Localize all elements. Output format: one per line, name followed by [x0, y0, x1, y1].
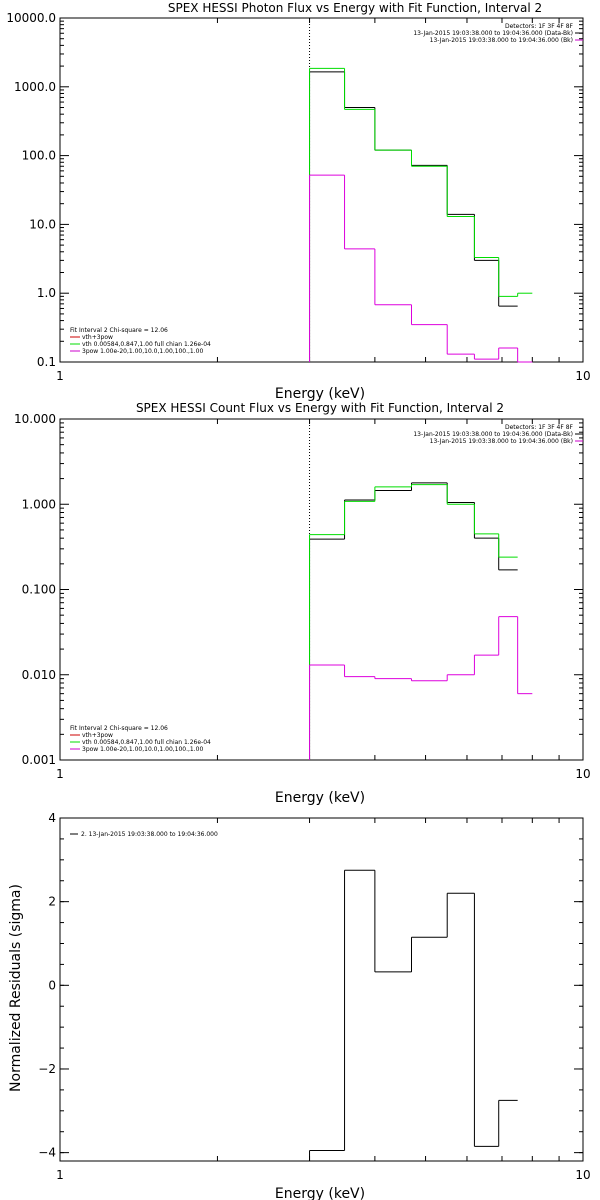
y-tick-label: −2	[38, 1062, 56, 1076]
y-tick-label: 1.000	[22, 497, 56, 511]
legend-label: 3pow 1.00e-20,1.00,10.0,1.00,100.,1.00	[82, 746, 203, 753]
panel-title: SPEX HESSI Count Flux vs Energy with Fit…	[136, 401, 504, 415]
count-flux-panel: SPEX HESSI Count Flux vs Energy with Fit…	[14, 401, 591, 806]
series-group	[309, 18, 533, 363]
y-tick-label: 10.000	[14, 412, 56, 426]
x-axis-label: Energy (keV)	[275, 386, 365, 402]
legend-label: 13-Jan-2015 19:03:38.000 to 19:04:36.000…	[413, 30, 573, 37]
series-0	[309, 869, 518, 1161]
y-axis-label: Normalized Residuals (sigma)	[8, 884, 24, 1092]
x-ticks: 1 10	[56, 419, 591, 781]
y-ticks: 10.000 1.000 0.100 0.010 0.001	[14, 412, 583, 767]
series-group	[309, 419, 533, 760]
legend-label: 3pow 1.00e-20,1.00,10.0,1.00,100.,1.00	[82, 348, 203, 355]
plot-frame	[59, 418, 584, 761]
legend-label: 13-Jan-2015 19:03:38.000 to 19:04:36.000…	[430, 37, 573, 44]
legend-label: 2. 13-Jan-2015 19:03:38.000 to 19:04:36.…	[81, 831, 218, 838]
x-axis-label: Energy (keV)	[275, 790, 365, 806]
y-tick-label: 0.100	[22, 583, 56, 597]
y-ticks: 10000.0 1000.0 100.0 10.0 1.0 0.1	[6, 11, 583, 369]
x-tick-label: 1	[56, 1168, 64, 1182]
residuals-panel: 4 2 0 −2 −4 1 10 2. 13-Jan-2015 19:03:38.000 …	[8, 811, 591, 1200]
x-tick-label: 10	[575, 369, 590, 383]
x-ticks: 1 10	[56, 818, 591, 1182]
legend-label: Detectors: 1F 3F 4F 8F	[505, 23, 574, 30]
y-tick-label: 2	[48, 895, 56, 909]
legend: 2. 13-Jan-2015 19:03:38.000 to 19:04:36.…	[70, 831, 218, 838]
x-tick-label: 10	[575, 767, 590, 781]
series-2	[309, 616, 533, 760]
legend-label: Detectors: 1F 3F 4F 8F	[505, 424, 574, 431]
x-tick-label: 1	[56, 767, 64, 781]
plot-frame	[59, 817, 584, 1162]
legend-label: 13-Jan-2015 19:03:38.000 to 19:04:36.000…	[413, 431, 573, 438]
series-0	[309, 71, 518, 362]
x-tick-label: 1	[56, 369, 64, 383]
plot-frame	[59, 17, 584, 363]
panel-title: SPEX HESSI Photon Flux vs Energy with Fi…	[168, 1, 542, 15]
legend-label: vth+3pow	[82, 732, 113, 739]
legend-label: Fit Interval 2 Chi-square = 12.06	[70, 725, 168, 732]
y-tick-label: 0.001	[22, 753, 56, 767]
y-tick-label: 0.1	[37, 355, 56, 369]
x-axis-label: Energy (keV)	[275, 1186, 365, 1200]
legend-label: vth 0.00584,0.847,1.00 full chian 1.26e-…	[82, 341, 211, 348]
y-tick-label: 0.010	[22, 668, 56, 682]
series-1	[309, 67, 533, 362]
y-tick-label: 0	[48, 978, 56, 992]
legend-label: 13-Jan-2015 19:03:38.000 to 19:04:36.000…	[430, 438, 573, 445]
legend-label: Fit Interval 2 Chi-square = 12.06	[70, 327, 168, 334]
series-1	[309, 484, 518, 760]
y-tick-label: 1.0	[37, 286, 56, 300]
y-tick-label: 4	[48, 811, 56, 825]
series-group	[309, 869, 518, 1161]
y-tick-label: 100.0	[22, 149, 56, 163]
y-tick-label: −4	[38, 1146, 56, 1160]
y-tick-label: 10.0	[29, 217, 56, 231]
y-tick-label: 1000.0	[14, 80, 56, 94]
series-2	[309, 174, 533, 363]
photon-flux-panel: SPEX HESSI Photon Flux vs Energy with Fi…	[6, 1, 590, 402]
x-tick-label: 10	[575, 1168, 590, 1182]
series-0	[309, 482, 518, 760]
legend-label: vth 0.00584,0.847,1.00 full chian 1.26e-…	[82, 739, 211, 746]
legend-label: vth+3pow	[82, 334, 113, 341]
y-ticks: 4 2 0 −2 −4	[38, 811, 583, 1160]
y-tick-label: 10000.0	[6, 11, 56, 25]
